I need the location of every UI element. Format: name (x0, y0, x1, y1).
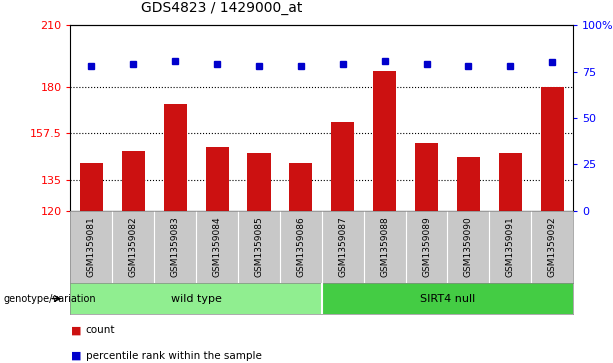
Bar (541, 87, 564, 211)
Bar (248, 153, 270, 211)
Text: wild type: wild type (171, 294, 221, 303)
Text: percentile rank within the sample: percentile rank within the sample (86, 351, 262, 361)
Text: genotype/variation: genotype/variation (3, 294, 96, 303)
Text: ■: ■ (70, 325, 81, 335)
Bar (164, 103, 187, 211)
Text: GSM1359084: GSM1359084 (213, 216, 222, 277)
Bar (205, 147, 229, 211)
Bar (80, 163, 103, 211)
Bar (289, 163, 313, 211)
Text: GSM1359082: GSM1359082 (129, 216, 138, 277)
Text: ■: ■ (70, 351, 81, 361)
Text: GSM1359085: GSM1359085 (254, 216, 264, 277)
Text: GSM1359088: GSM1359088 (380, 216, 389, 277)
Bar (415, 143, 438, 211)
Text: GSM1359081: GSM1359081 (87, 216, 96, 277)
Bar (122, 151, 145, 211)
Text: GSM1359091: GSM1359091 (506, 216, 515, 277)
Text: GSM1359089: GSM1359089 (422, 216, 431, 277)
Bar (373, 71, 396, 211)
Text: GSM1359083: GSM1359083 (170, 216, 180, 277)
Text: GSM1359086: GSM1359086 (296, 216, 305, 277)
Text: GDS4823 / 1429000_at: GDS4823 / 1429000_at (140, 0, 302, 15)
Text: count: count (86, 325, 115, 335)
Text: GSM1359092: GSM1359092 (547, 216, 557, 277)
Bar (331, 122, 354, 211)
Text: SIRT4 null: SIRT4 null (420, 294, 475, 303)
Bar (322, 283, 573, 314)
Text: GSM1359087: GSM1359087 (338, 216, 348, 277)
Bar (70, 283, 322, 314)
Text: GSM1359090: GSM1359090 (464, 216, 473, 277)
Bar (457, 157, 480, 211)
Bar (499, 153, 522, 211)
